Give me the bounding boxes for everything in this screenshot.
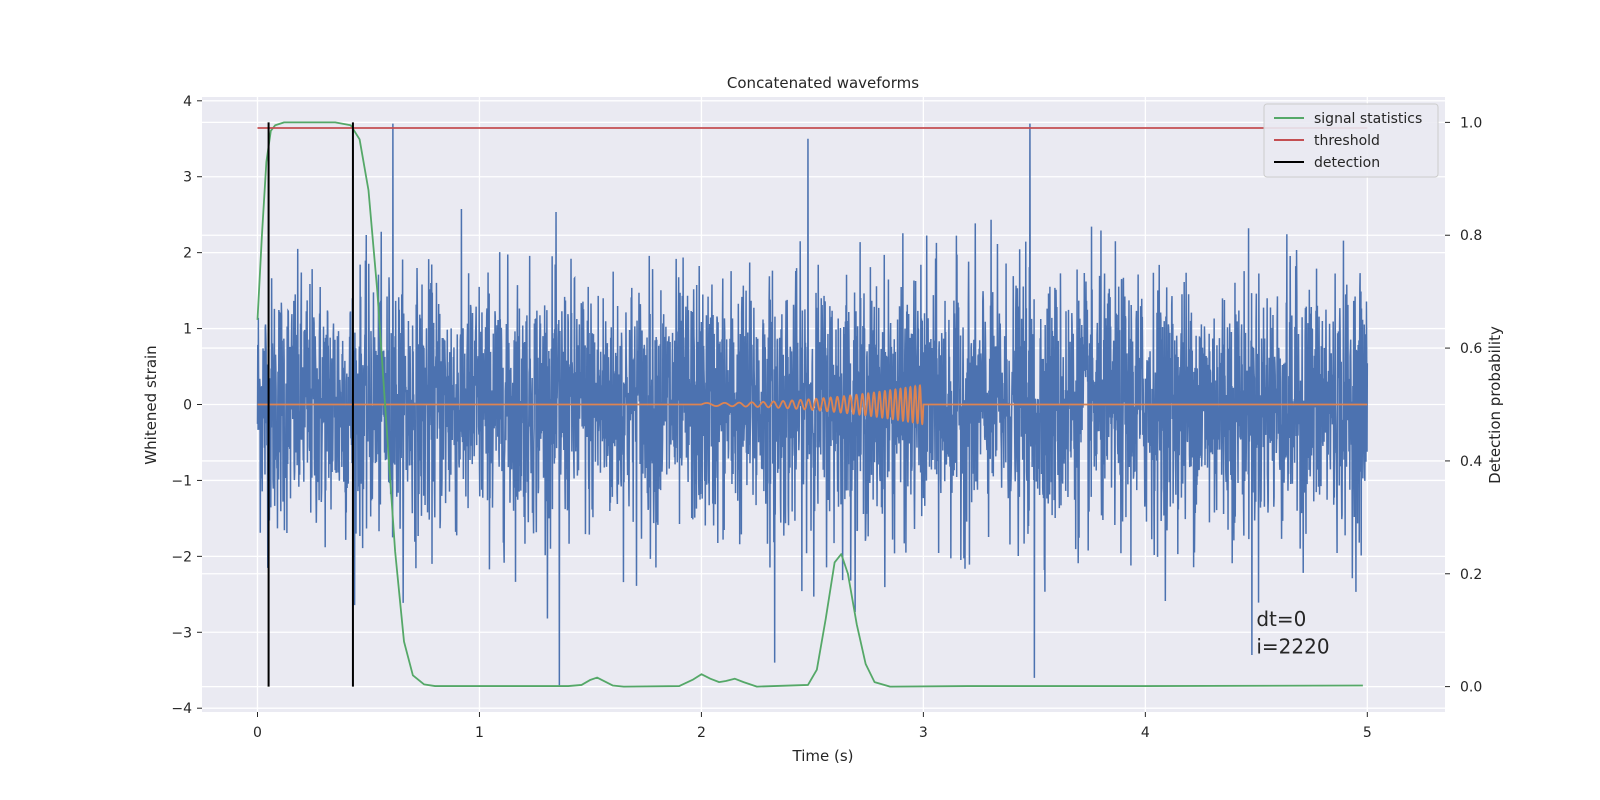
- annotation-text: i=2220: [1256, 635, 1329, 659]
- legend-entry: threshold: [1314, 133, 1380, 149]
- y2-tick-label: 0.0: [1460, 680, 1482, 696]
- y-tick-label: 0: [183, 398, 192, 414]
- strain-noise-line: [256, 123, 1369, 686]
- y-axis-label: Whitened strain: [142, 345, 160, 464]
- y-tick-label: −1: [171, 473, 192, 489]
- legend-entry: detection: [1314, 155, 1380, 171]
- chirp-signal-line: [257, 384, 1368, 426]
- legend: signal statistics threshold detection: [1263, 103, 1439, 178]
- x-axis-label: Time (s): [792, 747, 854, 765]
- y-tick-label: 1: [183, 322, 192, 338]
- y-tick-label: 3: [183, 170, 192, 186]
- x-tick-label: 3: [919, 725, 928, 741]
- y2-axis-label: Detection probability: [1486, 326, 1504, 484]
- y-tick-label: −4: [171, 701, 192, 717]
- legend-box: [1263, 103, 1439, 178]
- y2-tick-label: 0.2: [1460, 567, 1482, 583]
- x-tick-label: 1: [475, 725, 484, 741]
- y-tick-label: −3: [171, 625, 192, 641]
- y2-tick-label: 0.8: [1460, 228, 1482, 244]
- annotations: dt=0 i=2220: [1256, 607, 1329, 658]
- y-tick-label: −2: [171, 549, 192, 565]
- y2-tick-label: 0.6: [1460, 341, 1482, 357]
- series-layer: [256, 121, 1369, 688]
- x-tick-label: 4: [1141, 725, 1150, 741]
- legend-entry: signal statistics: [1314, 111, 1422, 127]
- y-tick-label: 4: [183, 94, 192, 110]
- chart-title: Concatenated waveforms: [727, 74, 919, 92]
- ticks-layer: 0 1 2 3 4 5 −4 −3 −2 −1 0 1 2 3 4 0.0 0.2 0.4 0.6 0.8 1.0: [171, 94, 1482, 741]
- y2-tick-label: 0.4: [1460, 454, 1482, 470]
- y-tick-label: 2: [183, 246, 192, 262]
- annotation-text: dt=0: [1256, 607, 1306, 631]
- signal-statistics-line: [256, 121, 1363, 688]
- x-tick-label: 0: [253, 725, 262, 741]
- x-tick-label: 5: [1363, 725, 1372, 741]
- x-tick-label: 2: [697, 725, 706, 741]
- y2-tick-label: 1.0: [1460, 115, 1482, 131]
